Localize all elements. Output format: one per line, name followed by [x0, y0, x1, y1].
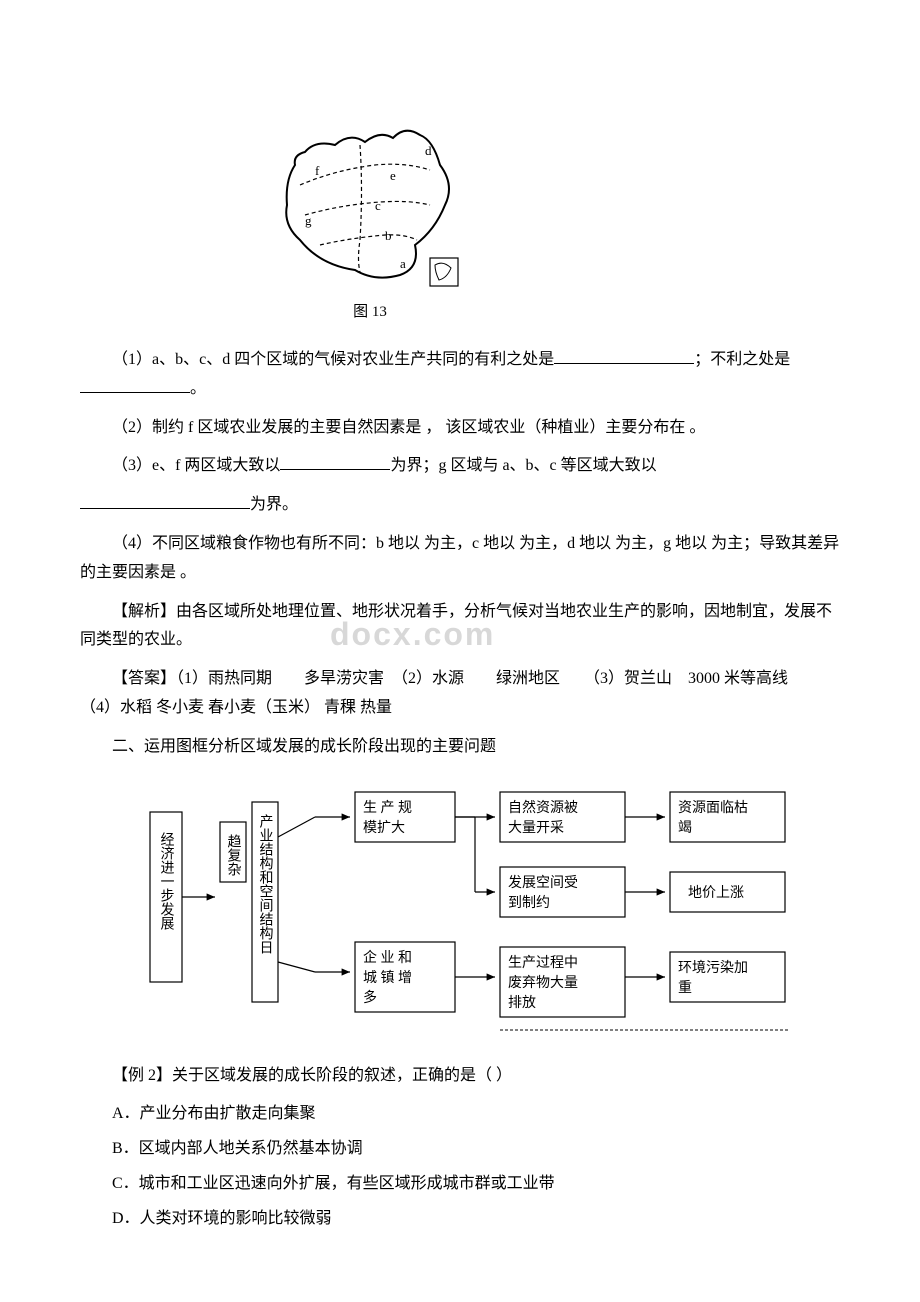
svg-text:b: b [385, 228, 392, 243]
blank [80, 375, 190, 393]
fc-col1: 经济进一步发展 [159, 832, 175, 930]
question-4: （4）不同区域粮食作物也有所不同：b 地以 为主，c 地以 为主，d 地以 为主… [80, 530, 840, 588]
svg-text:资源面临枯: 资源面临枯 [678, 800, 748, 816]
flowchart: 经济进一步发展 趋复杂 产业结构和空间结构日 生 产 规 模扩大 企 业 和 城… [140, 782, 820, 1042]
svg-text:竭: 竭 [678, 820, 692, 836]
svg-text:e: e [390, 168, 396, 183]
fc-btop-l1: 生 产 规 [363, 800, 412, 816]
svg-text:地价上涨: 地价上涨 [688, 885, 744, 901]
fc-col2b: 产业结构和空间结构日 [258, 814, 274, 954]
svg-text:大量开采: 大量开采 [508, 820, 564, 836]
analysis-label: 【解析】 [112, 603, 176, 620]
fc-bbot-l3: 多 [363, 989, 377, 1006]
svg-text:c: c [375, 198, 381, 213]
svg-text:发展空间受: 发展空间受 [508, 875, 578, 891]
answer-text: （1）雨热同期 多旱涝灾害 （2）水源 绿洲地区 （3）贺兰山 3000 米等高… [80, 670, 820, 716]
map-figure: a b c d e f g 图 13 [260, 110, 480, 326]
answer-para: 【答案】（1）雨热同期 多旱涝灾害 （2）水源 绿洲地区 （3）贺兰山 3000… [80, 665, 840, 723]
question-2: （2）制约 f 区域农业发展的主要自然因素是 ， 该区域农业（种植业）主要分布在… [80, 414, 840, 443]
flowchart-svg: 经济进一步发展 趋复杂 产业结构和空间结构日 生 产 规 模扩大 企 业 和 城… [140, 782, 860, 1042]
fc-col2a: 趋复杂 [226, 834, 242, 876]
option-a: A．产业分布由扩散走向集聚 [112, 1100, 840, 1129]
blank [280, 453, 390, 471]
svg-text:废弃物大量: 废弃物大量 [508, 975, 578, 991]
question-3-line2: 为界。 [80, 491, 840, 520]
q1-text-b: ；不利之处是 [694, 351, 790, 368]
fc-bbot-l2: 城 镇 增 [363, 970, 412, 986]
q3-text-b: 为界；g 区域与 a、b、c 等区域大致以 [390, 457, 656, 474]
china-map-svg: a b c d e f g [265, 110, 475, 295]
svg-text:到制约: 到制约 [508, 895, 550, 911]
answer-label: 【答案】 [112, 670, 176, 687]
fc-btop-l2: 模扩大 [363, 820, 405, 836]
svg-text:环境污染加: 环境污染加 [678, 960, 748, 976]
q1-text-c: 。 [190, 380, 206, 397]
example-2-stem: 【例 2】关于区域发展的成长阶段的叙述，正确的是（ ） [80, 1062, 840, 1091]
section-2-title: 二、运用图框分析区域发展的成长阶段出现的主要问题 [80, 733, 840, 762]
q4-text: （4）不同区域粮食作物也有所不同：b 地以 为主，c 地以 为主，d 地以 为主… [80, 535, 839, 581]
blank [554, 346, 694, 364]
analysis-block: 【解析】由各区域所处地理位置、地形状况着手，分析气候对当地农业生产的影响，因地制… [80, 598, 840, 656]
q2-text-a: （2）制约 f 区域农业发展的主要自然因素是 ， 该区域农业（种植业）主要分布在… [112, 419, 705, 436]
q3-text-a: （3）e、f 两区域大致以 [112, 457, 280, 474]
question-3: （3）e、f 两区域大致以 为界；g 区域与 a、b、c 等区域大致以 [80, 452, 840, 481]
option-c: C．城市和工业区迅速向外扩展，有些区域形成城市群或工业带 [112, 1170, 840, 1199]
svg-text:重: 重 [678, 980, 692, 996]
fc-bbot-l1: 企 业 和 [363, 949, 412, 966]
q3-text-c: 为界。 [250, 496, 298, 513]
svg-text:生产过程中: 生产过程中 [508, 955, 578, 971]
option-b: B．区域内部人地关系仍然基本协调 [112, 1135, 840, 1164]
question-1: （1）a、b、c、d 四个区域的气候对农业生产共同的有利之处是 ；不利之处是。 [80, 346, 840, 404]
svg-text:自然资源被: 自然资源被 [508, 799, 578, 816]
map-caption: 图 13 [260, 299, 480, 326]
svg-text:a: a [400, 256, 406, 271]
option-d: D．人类对环境的影响比较微弱 [112, 1205, 840, 1234]
svg-text:g: g [305, 213, 312, 228]
svg-text:排放: 排放 [508, 995, 536, 1011]
svg-text:d: d [425, 143, 432, 158]
analysis-text: 由各区域所处地理位置、地形状况着手，分析气候对当地农业生产的影响，因地制宜，发展… [80, 603, 832, 649]
blank [80, 492, 250, 510]
q1-text-a: （1）a、b、c、d 四个区域的气候对农业生产共同的有利之处是 [112, 351, 554, 368]
analysis-para: 【解析】由各区域所处地理位置、地形状况着手，分析气候对当地农业生产的影响，因地制… [80, 598, 840, 656]
svg-text:f: f [315, 163, 320, 178]
